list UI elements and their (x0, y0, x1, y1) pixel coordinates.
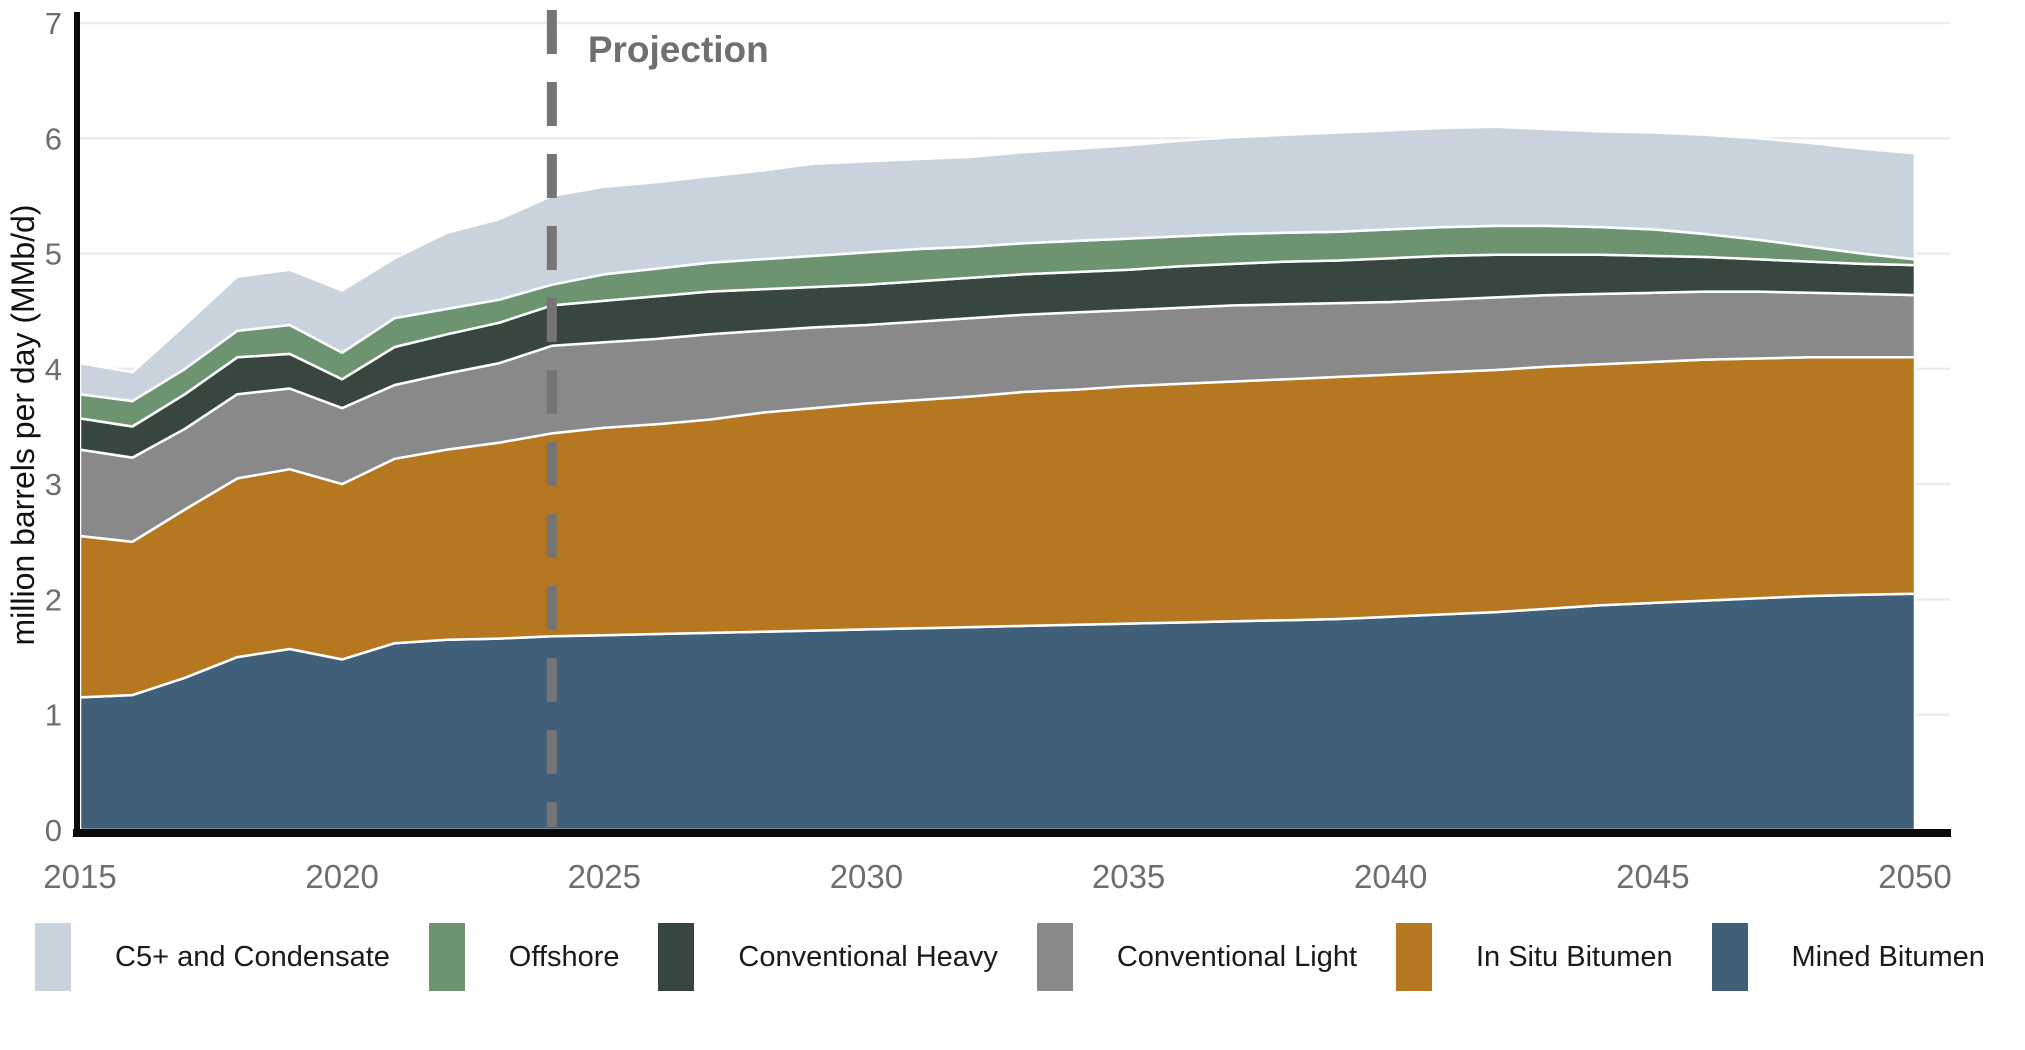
legend-item: C5+ and Condensate (35, 923, 390, 991)
x-tick-label: 2030 (830, 858, 903, 895)
legend-label: Offshore (508, 940, 620, 973)
y-tick-label: 6 (45, 121, 62, 156)
legend-item: Offshore (428, 923, 620, 991)
x-tick-label: 2020 (305, 858, 378, 895)
x-tick-label: 2045 (1616, 858, 1689, 895)
chart-canvas: 0 1 2 3 4 5 6 7 2015 2020 2025 2030 2035 2040 2045 2050… (5, 6, 1952, 895)
legend-label: In Situ Bitumen (1475, 940, 1673, 973)
legend-item: Conventional Light (1036, 923, 1358, 991)
projection-label: Projection (588, 29, 769, 70)
legend-swatch-icon (428, 923, 465, 991)
x-tick-label: 2015 (43, 858, 116, 895)
legend-label: Mined Bitumen (1791, 940, 1985, 973)
legend-swatch-icon (1711, 923, 1748, 991)
y-tick-label: 2 (45, 582, 62, 617)
legend-swatch-icon (35, 923, 71, 991)
legend-swatch-icon (1036, 923, 1073, 991)
x-axis-line (73, 829, 1951, 837)
y-tick-label: 0 (45, 813, 62, 848)
chart-legend: C5+ and Condensate Offshore Conventional H… (35, 922, 1985, 992)
y-tick-label: 4 (45, 352, 62, 387)
x-tick-label: 2040 (1354, 858, 1427, 895)
legend-label: Conventional Light (1116, 940, 1358, 973)
legend-item: In Situ Bitumen (1395, 923, 1673, 991)
y-tick-label: 1 (45, 698, 62, 733)
legend-item: Mined Bitumen (1711, 923, 1985, 991)
legend-item: Conventional Heavy (658, 923, 998, 991)
x-tick-label: 2025 (568, 858, 641, 895)
x-tick-label: 2050 (1878, 858, 1951, 895)
y-tick-label: 3 (45, 467, 62, 502)
area-c5-and-condensate (78, 125, 1917, 403)
legend-swatch-icon (1395, 923, 1432, 991)
y-axis-title: million barrels per day (MMb/d) (5, 204, 41, 645)
legend-label: C5+ and Condensate (115, 940, 390, 973)
y-axis-line (74, 12, 80, 836)
stacked-area-chart: 0 1 2 3 4 5 6 7 2015 2020 2025 2030 2035 2040 2045 2050… (5, 6, 1952, 895)
legend-swatch-icon (658, 923, 695, 991)
y-tick-label: 5 (45, 237, 62, 272)
y-tick-label: 7 (45, 6, 62, 41)
legend-label: Conventional Heavy (738, 940, 998, 973)
x-tick-label: 2035 (1092, 858, 1165, 895)
